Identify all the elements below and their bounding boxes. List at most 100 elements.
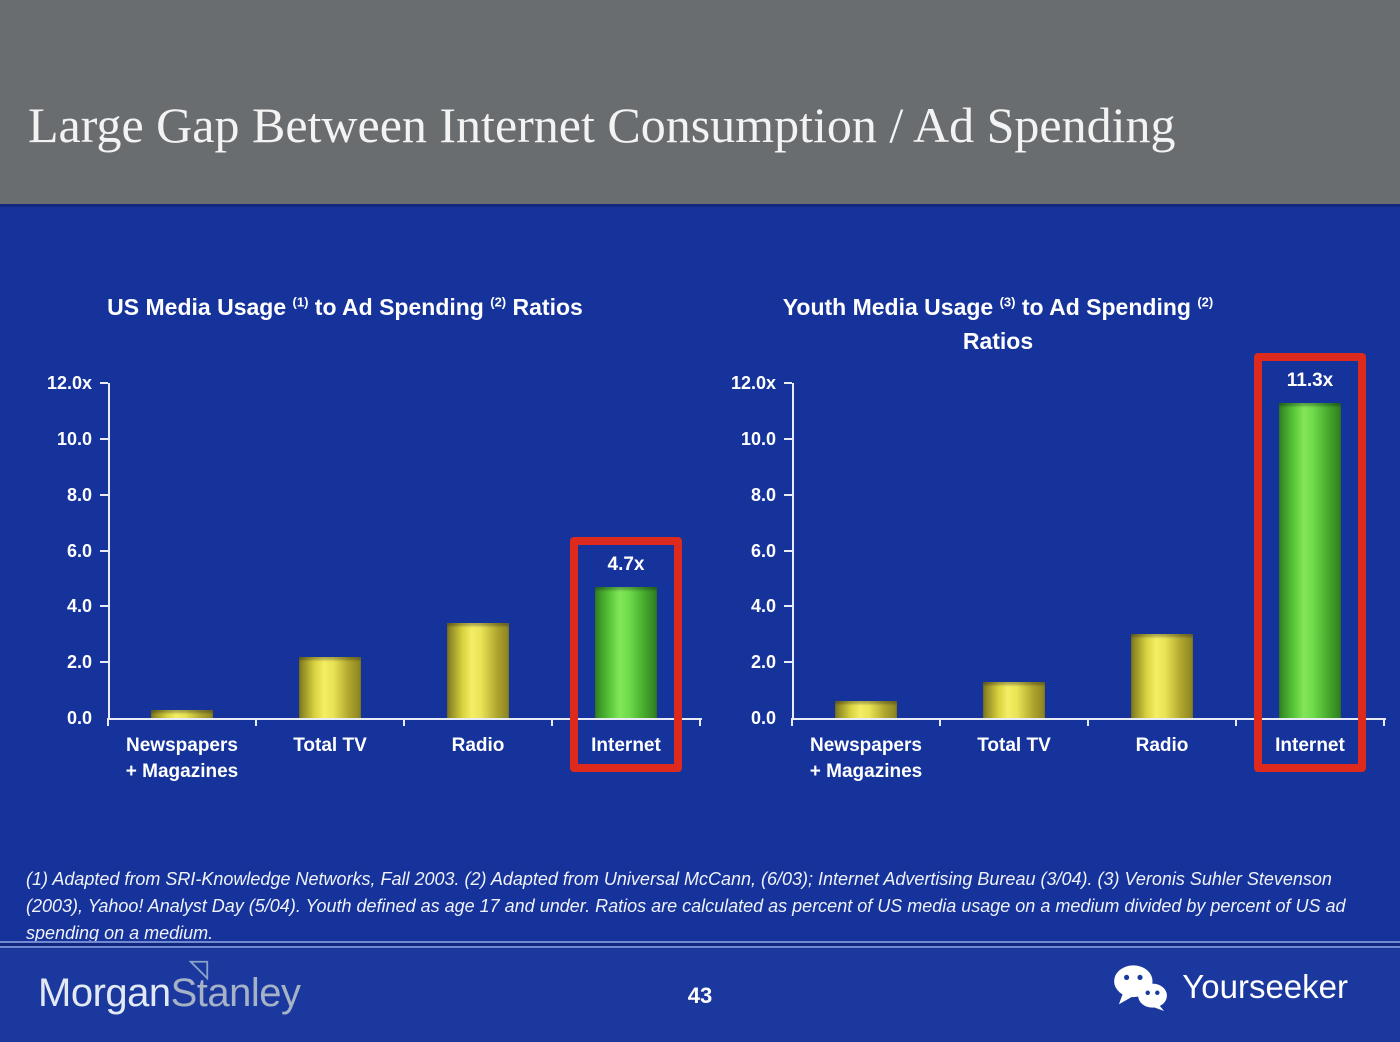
- x-tick: [699, 718, 701, 726]
- x-label-internet: Internet: [1236, 733, 1384, 759]
- right-chart-title-text-2: to Ad Spending: [1015, 294, 1198, 320]
- x-label-line: Radio: [451, 735, 505, 756]
- bar-radio: [1131, 634, 1193, 718]
- right-chart-title: Youth Media Usage (3) to Ad Spending (2)…: [720, 290, 1276, 358]
- bar-total-tv: [299, 656, 361, 718]
- y-axis-line: [108, 383, 110, 720]
- bar-newspapers-magazines: [151, 709, 213, 718]
- y-tick-label: 10.0: [740, 428, 776, 449]
- y-tick: [784, 437, 792, 440]
- y-tick: [100, 382, 108, 384]
- brand-morgan: Morgan: [38, 971, 171, 1015]
- y-axis-line: [792, 383, 794, 720]
- x-tick: [255, 718, 257, 726]
- y-tick: [784, 493, 792, 496]
- bar-total-tv: [983, 681, 1045, 718]
- y-tick-label: 0.0: [66, 708, 92, 728]
- page-title: Large Gap Between Internet Consumption /…: [28, 97, 1176, 153]
- right-chart-title-text: Youth Media Usage: [782, 294, 1000, 320]
- footer-divider-line-top: [0, 941, 1400, 943]
- x-label-radio: Radio: [404, 733, 552, 759]
- morgan-stanley-triangle-icon: [188, 960, 209, 981]
- y-tick: [784, 661, 792, 664]
- y-tick-label: 10.0: [56, 428, 92, 449]
- highlight-value-label: 4.7x: [607, 553, 645, 575]
- x-label-line: Total TV: [293, 735, 367, 756]
- y-tick-label: 4.0: [750, 596, 776, 617]
- footnote-ref-2b: (2): [1197, 294, 1214, 310]
- us-media-usage-chart: 12.0x 10.0 8.0 6.0 4.0 2.0 0.0 Newspapers + Maga…: [30, 373, 716, 825]
- x-label-line: + Magazines: [125, 761, 239, 782]
- yourseeker-label: Yourseeker: [1182, 968, 1348, 1005]
- y-tick-label: 4.0: [66, 596, 92, 617]
- x-label-newspapers-magazines: Newspapers + Magazines: [108, 733, 256, 785]
- y-tick: [784, 605, 792, 608]
- x-axis-line: [108, 718, 702, 720]
- y-tick: [100, 493, 108, 496]
- x-axis-line: [792, 718, 1386, 720]
- x-tick: [403, 718, 405, 726]
- yourseeker-watermark: Yourseeker: [1112, 963, 1348, 1011]
- x-label-total-tv: Total TV: [940, 733, 1088, 759]
- highlight-box: [570, 536, 682, 772]
- left-chart-title-text-2: to Ad Spending: [308, 294, 491, 320]
- footnote-ref-1: (1): [292, 294, 309, 310]
- y-tick: [784, 549, 792, 552]
- y-tick-label: 0.0: [750, 708, 776, 728]
- x-label-line: Radio: [1135, 735, 1189, 756]
- y-tick: [100, 549, 108, 552]
- x-label-line: Newspapers: [810, 735, 922, 756]
- x-tick: [1383, 718, 1385, 726]
- y-tick-label: 12.0x: [46, 373, 92, 393]
- footnote-ref-3: (3): [999, 294, 1016, 310]
- y-tick: [100, 437, 108, 440]
- y-tick-label: 6.0: [750, 540, 776, 561]
- left-chart-title-text-3: Ratios: [506, 294, 583, 320]
- x-label-line: Internet: [1275, 735, 1345, 756]
- bar-internet: [1279, 402, 1341, 718]
- wechat-icon: [1114, 965, 1168, 1011]
- x-tick: [791, 718, 793, 726]
- x-label-total-tv: Total TV: [256, 733, 404, 759]
- x-tick: [107, 718, 109, 726]
- y-tick-label: 2.0: [750, 652, 776, 673]
- left-chart-title-text: US Media Usage: [107, 294, 293, 320]
- bar-radio: [447, 623, 509, 718]
- y-tick: [100, 605, 108, 608]
- y-tick-label: 6.0: [66, 540, 92, 561]
- x-label-internet: Internet: [552, 733, 700, 759]
- y-tick: [100, 661, 108, 664]
- y-tick-label: 12.0x: [730, 373, 776, 393]
- footnote-ref-2: (2): [490, 294, 507, 310]
- x-label-newspapers-magazines: Newspapers + Magazines: [792, 733, 940, 785]
- footer-band: MorganStanley 43 Yourseeker: [0, 949, 1400, 1042]
- footer-divider-gap: [0, 943, 1400, 946]
- x-tick: [939, 718, 941, 726]
- y-tick-label: 8.0: [66, 484, 92, 505]
- highlight-box: [1254, 352, 1366, 772]
- x-label-line: Internet: [591, 735, 661, 756]
- x-label-line: + Magazines: [809, 761, 923, 782]
- x-label-line: Total TV: [977, 735, 1051, 756]
- footnote-text: (1) Adapted from SRI-Knowledge Networks,…: [26, 869, 1346, 943]
- x-label-radio: Radio: [1088, 733, 1236, 759]
- bar-newspapers-magazines: [835, 701, 897, 718]
- header-band: [0, 0, 1400, 207]
- right-chart-title-line2: Ratios: [962, 328, 1034, 354]
- x-tick: [1235, 718, 1237, 726]
- y-tick-label: 8.0: [750, 484, 776, 505]
- morgan-stanley-logo: MorganStanley: [38, 960, 301, 1016]
- left-chart-title: US Media Usage (1) to Ad Spending (2) Ra…: [20, 290, 670, 324]
- youth-media-usage-chart: 12.0x 10.0 8.0 6.0 4.0 2.0 0.0 Newspapers + Maga…: [714, 352, 1400, 825]
- right-chart-title-line1: Youth Media Usage (3) to Ad Spending (2): [720, 290, 1276, 324]
- page-number: 43: [687, 983, 713, 1008]
- highlight-value-label: 11.3x: [1286, 369, 1334, 391]
- x-tick: [1087, 718, 1089, 726]
- x-tick: [551, 718, 553, 726]
- x-label-line: Newspapers: [126, 735, 238, 756]
- footer-divider-line-bottom: [0, 946, 1400, 948]
- y-tick: [784, 382, 792, 384]
- y-tick-label: 2.0: [66, 652, 92, 673]
- brand-stanley: Stanley: [170, 971, 301, 1015]
